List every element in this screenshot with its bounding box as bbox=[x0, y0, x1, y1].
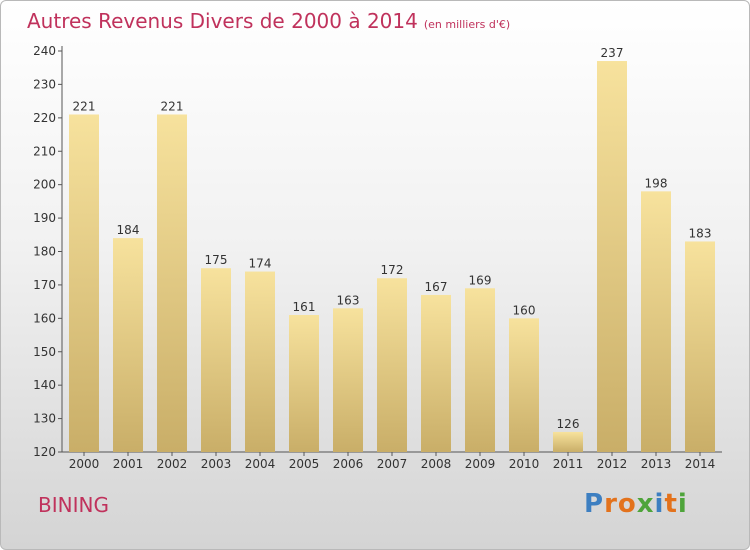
x-tick-label: 2004 bbox=[245, 457, 276, 471]
bar bbox=[641, 191, 671, 452]
bar-value-label: 184 bbox=[117, 223, 140, 237]
bar bbox=[69, 114, 99, 452]
y-tick-label: 120 bbox=[33, 445, 56, 459]
bar-value-label: 163 bbox=[337, 293, 360, 307]
bar bbox=[421, 295, 451, 452]
y-tick-label: 170 bbox=[33, 278, 56, 292]
commune-name: BINING bbox=[38, 493, 109, 517]
logo-letter: t bbox=[664, 489, 677, 519]
bar bbox=[201, 268, 231, 452]
logo-letter: i bbox=[678, 489, 688, 519]
plot-area: 120 130 140 150 160 170 180 190 200 210 220 230 240 2… bbox=[33, 44, 722, 471]
x-tick-label: 2002 bbox=[157, 457, 188, 471]
x-tick-label: 2008 bbox=[421, 457, 452, 471]
logo-letter: r bbox=[604, 489, 618, 519]
bar bbox=[113, 238, 143, 452]
y-tick-label: 140 bbox=[33, 378, 56, 392]
bar-value-label: 175 bbox=[205, 253, 228, 267]
bar-value-label: 183 bbox=[689, 226, 712, 240]
bar bbox=[377, 278, 407, 452]
y-tick-label: 240 bbox=[33, 44, 56, 58]
bar-value-label: 221 bbox=[161, 99, 184, 113]
bar bbox=[597, 61, 627, 452]
y-tick-label: 130 bbox=[33, 412, 56, 426]
x-tick-label: 2012 bbox=[597, 457, 628, 471]
x-tick-label: 2000 bbox=[69, 457, 100, 471]
bar-value-label: 169 bbox=[469, 273, 492, 287]
y-tick-label: 160 bbox=[33, 311, 56, 325]
y-tick-label: 210 bbox=[33, 144, 56, 158]
y-tick-label: 200 bbox=[33, 178, 56, 192]
x-tick-label: 2011 bbox=[553, 457, 584, 471]
bar-value-label: 237 bbox=[601, 46, 624, 60]
bar bbox=[245, 272, 275, 452]
x-tick-label: 2013 bbox=[641, 457, 672, 471]
x-tick-label: 2005 bbox=[289, 457, 320, 471]
bar bbox=[333, 308, 363, 452]
bar-value-label: 174 bbox=[249, 257, 272, 271]
bar bbox=[509, 318, 539, 452]
bar bbox=[157, 114, 187, 452]
bar-value-label: 172 bbox=[381, 263, 404, 277]
x-tick-label: 2014 bbox=[685, 457, 716, 471]
logo-letter: i bbox=[655, 489, 665, 519]
y-tick-label: 230 bbox=[33, 77, 56, 91]
bar-value-label: 126 bbox=[557, 417, 580, 431]
x-tick-label: 2009 bbox=[465, 457, 496, 471]
bar-value-label: 160 bbox=[513, 303, 536, 317]
bar bbox=[685, 241, 715, 452]
bar-value-label: 221 bbox=[73, 99, 96, 113]
proxiti-logo[interactable]: Proxiti bbox=[584, 489, 688, 519]
x-tick-label: 2007 bbox=[377, 457, 408, 471]
x-tick-label: 2006 bbox=[333, 457, 364, 471]
bar bbox=[465, 288, 495, 452]
y-tick-label: 220 bbox=[33, 111, 56, 125]
x-tick-label: 2001 bbox=[113, 457, 144, 471]
y-tick-label: 150 bbox=[33, 345, 56, 359]
bar-value-label: 161 bbox=[293, 300, 316, 314]
y-tick-label: 190 bbox=[33, 211, 56, 225]
bar-value-label: 198 bbox=[645, 176, 668, 190]
logo-letter: o bbox=[618, 489, 637, 519]
x-tick-label: 2010 bbox=[509, 457, 540, 471]
x-tick-label: 2003 bbox=[201, 457, 232, 471]
y-tick-label: 180 bbox=[33, 245, 56, 259]
bar bbox=[289, 315, 319, 452]
logo-letter: x bbox=[637, 489, 655, 519]
bar bbox=[553, 432, 583, 452]
bar-value-label: 167 bbox=[425, 280, 448, 294]
logo-letter: P bbox=[584, 489, 604, 519]
